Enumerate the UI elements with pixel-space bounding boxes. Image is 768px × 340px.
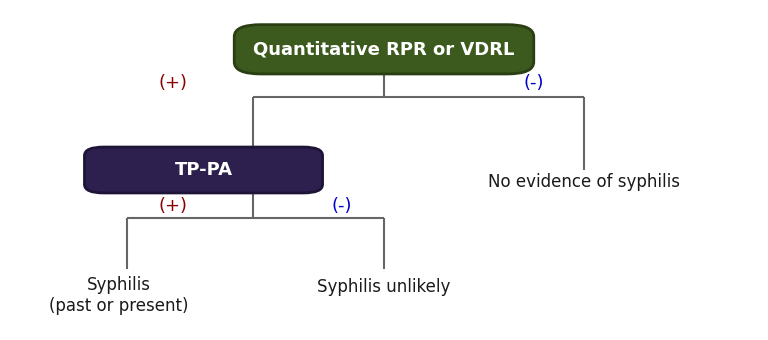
Text: No evidence of syphilis: No evidence of syphilis [488, 173, 680, 191]
Text: Quantitative RPR or VDRL: Quantitative RPR or VDRL [253, 40, 515, 58]
Text: (+): (+) [158, 74, 187, 92]
Text: (-): (-) [524, 74, 544, 92]
Text: (+): (+) [158, 197, 187, 215]
Text: (-): (-) [332, 197, 352, 215]
Text: TP-PA: TP-PA [174, 161, 233, 179]
Text: Syphilis unlikely: Syphilis unlikely [317, 278, 451, 296]
Text: Syphilis
(past or present): Syphilis (past or present) [49, 276, 189, 315]
FancyBboxPatch shape [234, 24, 534, 74]
FancyBboxPatch shape [84, 147, 323, 193]
